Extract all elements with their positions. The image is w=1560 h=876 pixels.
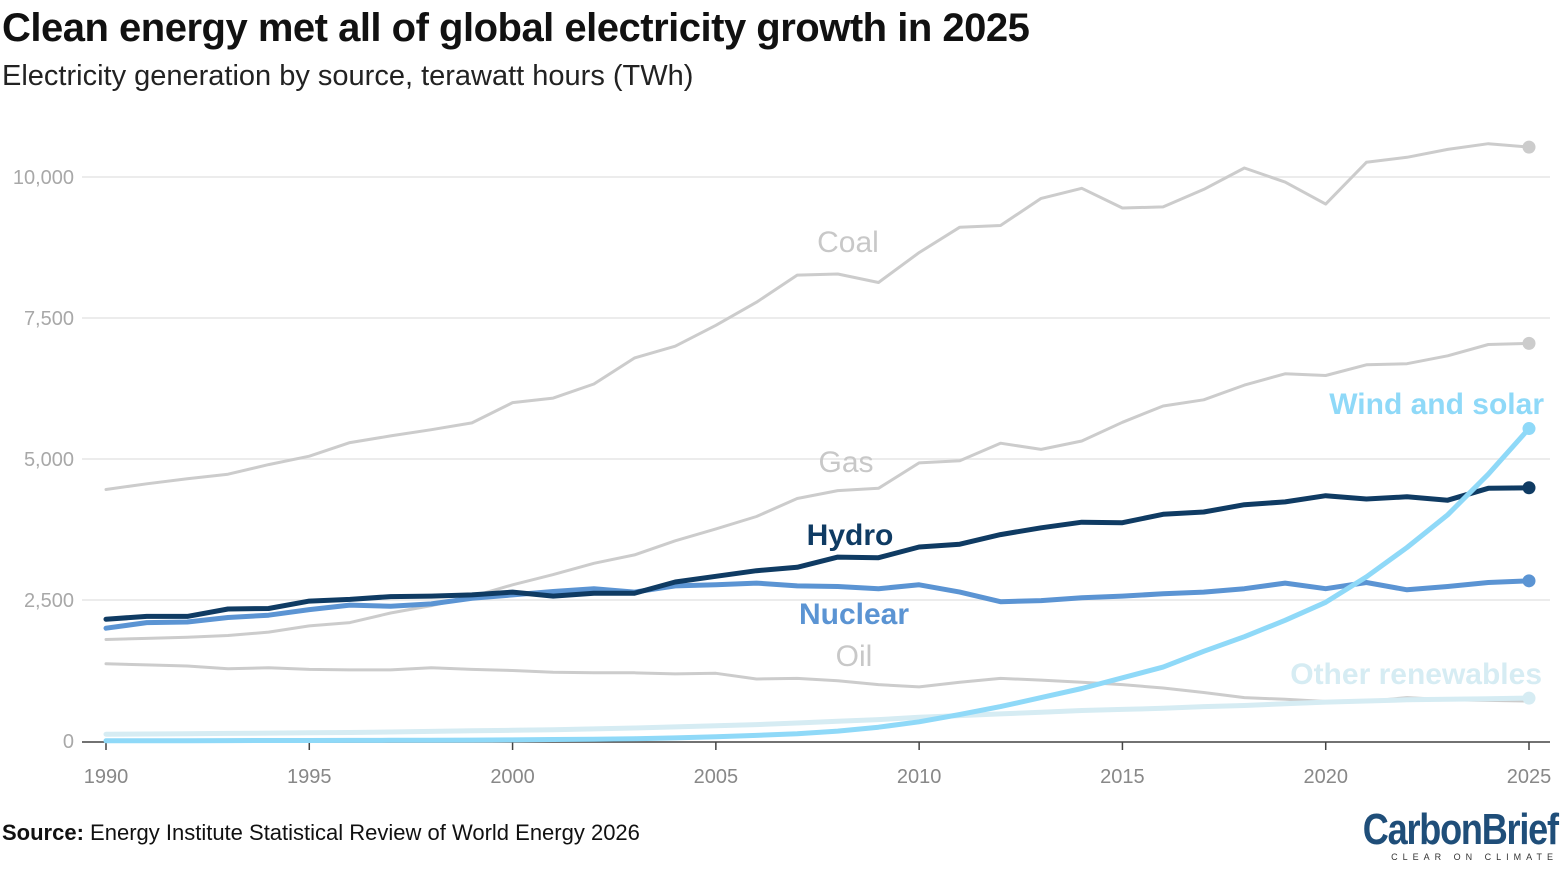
series-lines	[103, 140, 1536, 744]
series-line-coal	[104, 142, 1531, 491]
series-label-hydro: Hydro	[807, 519, 894, 552]
series-end-marker-coal	[1522, 140, 1536, 154]
series-label-gas: Gas	[818, 446, 873, 479]
x-axis: 1990 1995 2000 2005 2010 2015 2020 2025	[82, 741, 1552, 788]
series-end-marker-other-renewables	[1522, 691, 1536, 705]
y-tick-label: 0	[63, 731, 74, 753]
series-line-hydro	[103, 485, 1532, 622]
y-tick-label: 2,500	[24, 590, 74, 612]
logo-wordmark: CarbonBrief	[1363, 805, 1559, 854]
series-line-gas	[104, 341, 1531, 641]
x-tick-label: 2025	[1507, 766, 1552, 788]
series-label-wind-and-solar: Wind and solar	[1329, 388, 1544, 421]
y-axis-ticks: 0 2,500 5,000 7,500 10,000	[13, 167, 74, 753]
x-tick-label: 1995	[287, 766, 332, 788]
line-chart: 0 2,500 5,000 7,500 10,000 1990 1995 2000 2005 2…	[13, 140, 1552, 788]
x-tick-label: 2010	[897, 766, 942, 788]
source-text: Energy Institute Statistical Review of W…	[90, 820, 640, 845]
series-label-other-renewables: Other renewables	[1290, 658, 1542, 691]
series-line-other-renewables	[103, 695, 1532, 737]
x-tick-label: 2020	[1303, 766, 1348, 788]
y-tick-label: 7,500	[24, 308, 74, 330]
x-tick-label: 2005	[694, 766, 739, 788]
series-label-nuclear: Nuclear	[799, 598, 909, 631]
carbonbrief-logo: CarbonBrief CLEAR ON CLIMATE	[1320, 805, 1559, 863]
series-end-marker-hydro	[1522, 481, 1536, 495]
x-tick-label: 1990	[84, 766, 129, 788]
x-tick-label: 2015	[1100, 766, 1145, 788]
series-line-wind-and-solar	[103, 426, 1532, 744]
series-line-nuclear	[103, 578, 1532, 631]
chart-title: Clean energy met all of global electrici…	[2, 6, 1030, 50]
logo-tagline: CLEAR ON CLIMATE	[1391, 852, 1558, 862]
y-tick-label: 10,000	[13, 167, 74, 189]
y-tick-label: 5,000	[24, 449, 74, 471]
series-end-marker-wind-and-solar	[1522, 422, 1536, 436]
series-label-coal: Coal	[817, 226, 879, 259]
x-tick-label: 2000	[490, 766, 535, 788]
chart-subtitle: Electricity generation by source, terawa…	[2, 60, 694, 92]
series-end-marker-gas	[1522, 336, 1536, 350]
series-labels: Coal Gas Oil Hydro Nuclear Wind and solar Othe…	[799, 226, 1544, 691]
series-end-marker-nuclear	[1522, 574, 1536, 588]
series-line-oil	[104, 662, 1531, 703]
series-label-oil: Oil	[836, 640, 873, 673]
source-note: Source: Energy Institute Statistical Rev…	[2, 820, 640, 846]
source-label: Source:	[2, 820, 84, 845]
